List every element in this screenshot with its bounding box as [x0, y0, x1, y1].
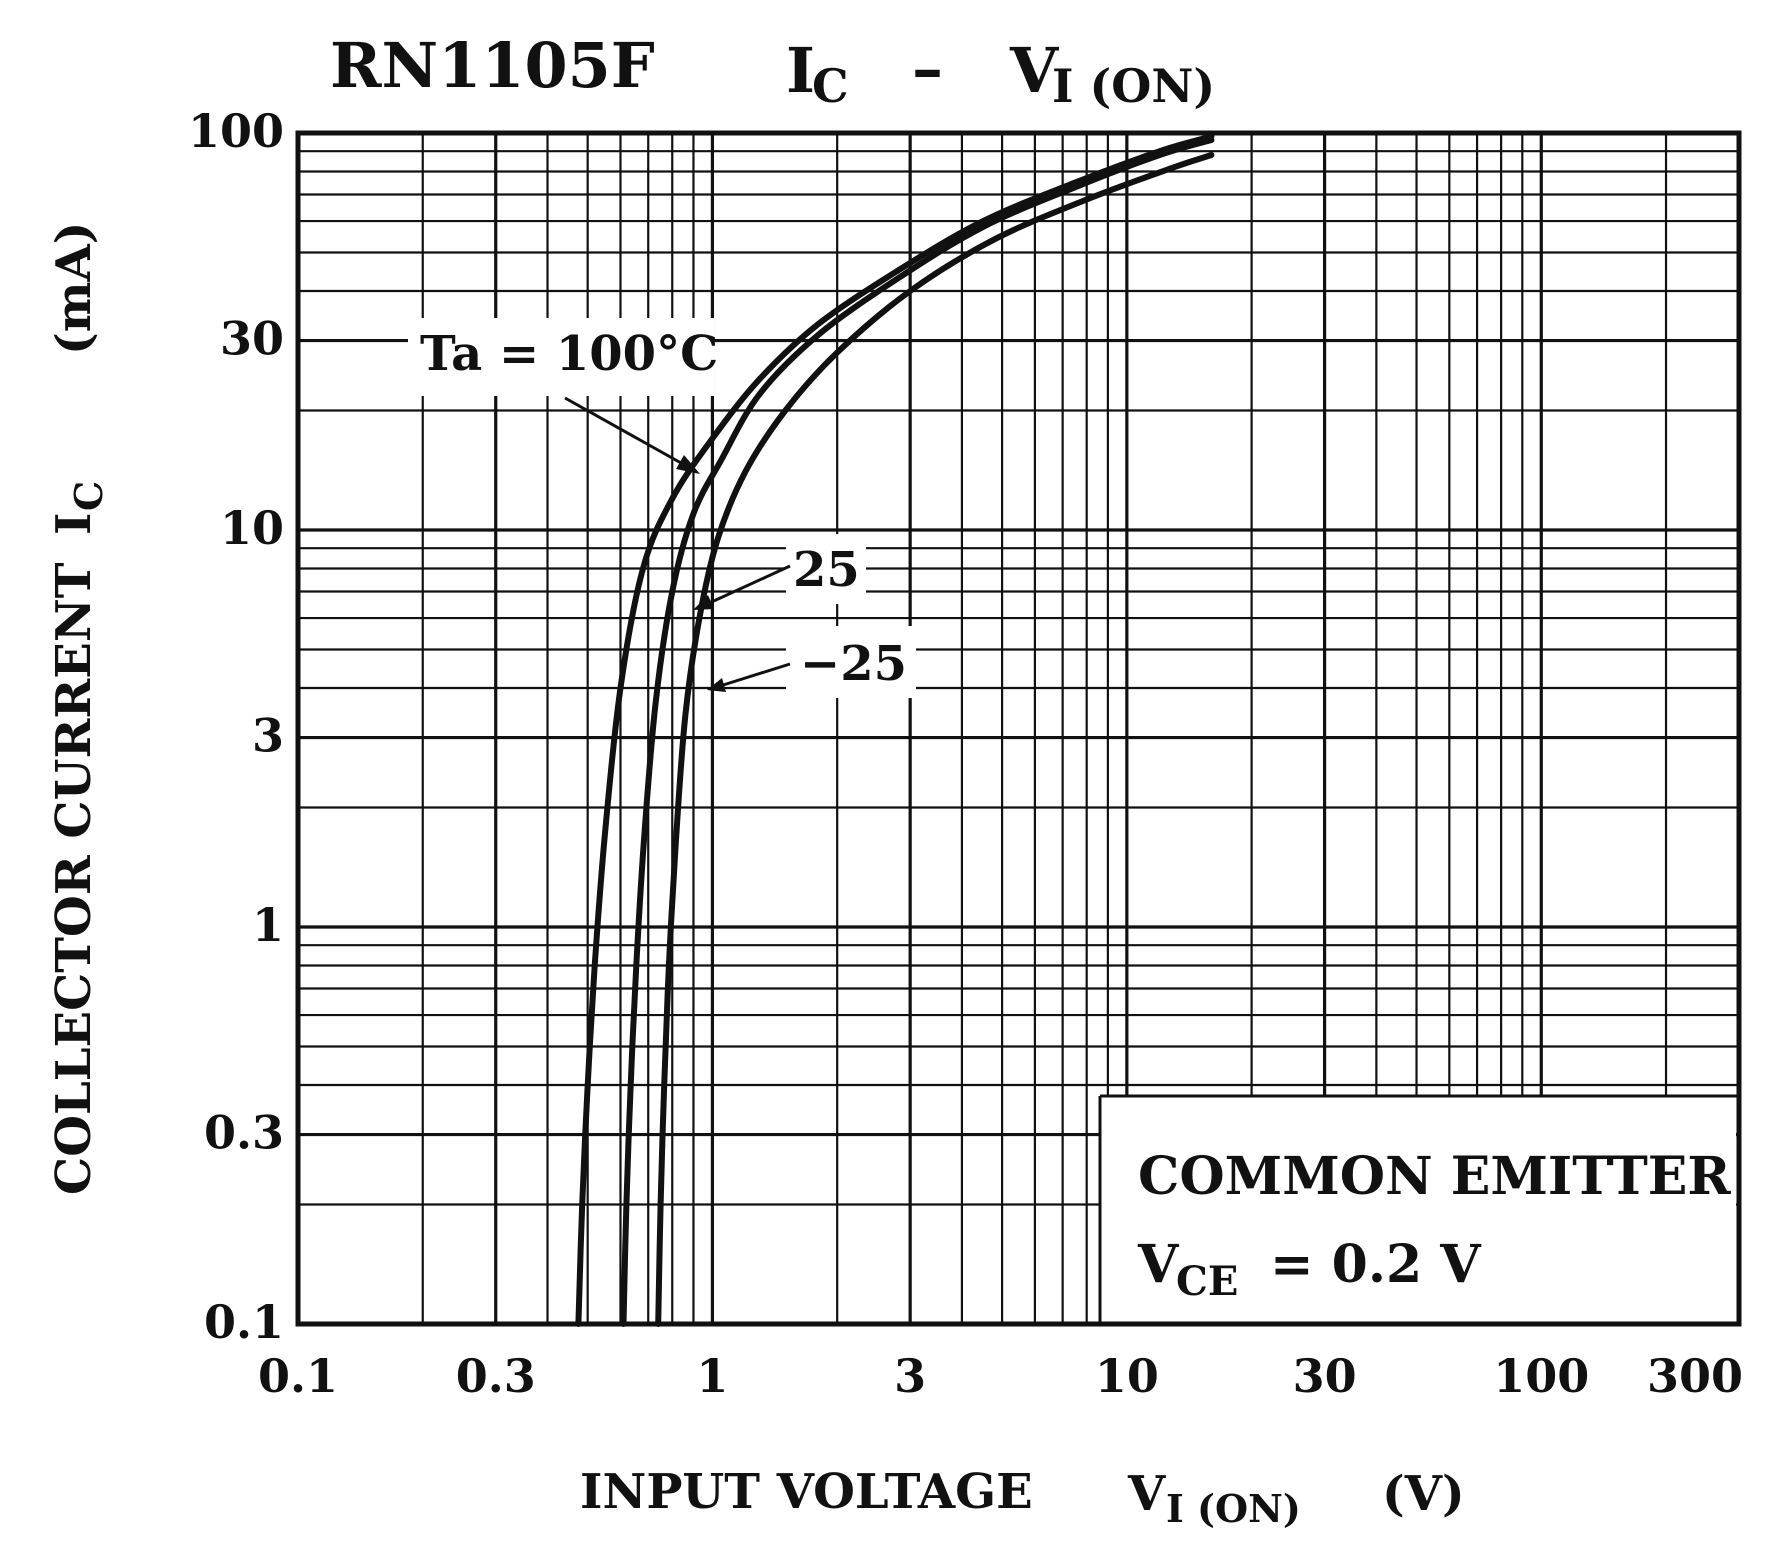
x-tick-label: 1: [696, 1349, 728, 1403]
x-axis-label-subscript: I (ON): [1166, 1486, 1301, 1531]
y-tick-label: 0.3: [204, 1106, 284, 1160]
chart-title-ic-sub: C: [812, 59, 849, 113]
vce-value: = 0.2 V: [1270, 1234, 1482, 1295]
series-line-2: [655, 152, 1215, 1327]
series-group: [575, 133, 1215, 1327]
annotation-m25-arrowhead: [707, 678, 726, 692]
x-tick-label: 300: [1647, 1349, 1743, 1403]
chart-title-dash: –: [912, 32, 943, 105]
y-tick-label: 3: [252, 709, 284, 763]
y-axis-label-subscript: C: [66, 481, 111, 511]
annotation-ta-100-arrowhead: [676, 455, 700, 474]
x-tick-label: 0.3: [456, 1349, 536, 1403]
common-emitter-label: COMMON EMITTER: [1138, 1146, 1731, 1207]
y-tick-label: 10: [220, 501, 284, 555]
chart-title-v-sub: I (ON): [1052, 59, 1215, 113]
x-tick-label: 100: [1493, 1349, 1589, 1403]
annotation-ta-100-arrow: [564, 396, 691, 470]
ta-label-background: [408, 318, 714, 396]
y-axis-label-symbol: I: [46, 513, 102, 535]
x-tick-labels: 0.1 0.3 1 3 10 30 100 300: [258, 1349, 1743, 1403]
series-line-0: [575, 133, 1215, 1327]
y-axis-label-unit: (mA): [46, 222, 102, 355]
y-tick-label: 100: [188, 104, 284, 158]
annotation-ta-100: Ta = 100°C: [420, 326, 718, 382]
plot-frame: [295, 130, 1742, 1327]
label-25-background: [786, 534, 866, 604]
chart-title-ic: I: [786, 34, 815, 107]
y-tick-label: 30: [220, 312, 284, 366]
y-axis-label-text: COLLECTOR CURRENT: [46, 562, 102, 1195]
x-axis-label-symbol: V: [1127, 1466, 1166, 1522]
annotation-m25: −25: [800, 636, 907, 692]
annotation-25-arrowhead: [693, 595, 714, 610]
x-tick-label: 0.1: [258, 1349, 338, 1403]
x-tick-label: 10: [1095, 1349, 1159, 1403]
y-tick-labels: 0.1 0.3 1 3 10 30 100: [188, 104, 284, 1349]
y-axis-label: COLLECTOR CURRENT I C (mA): [46, 222, 111, 1195]
annotation-m25-arrow: [719, 662, 791, 688]
annotation-25-arrow: [704, 564, 791, 607]
y-tick-label: 0.1: [204, 1295, 284, 1349]
y-tick-label: 1: [252, 898, 284, 952]
x-axis-label-text: INPUT VOLTAGE: [580, 1464, 1033, 1520]
x-tick-label: 3: [894, 1349, 926, 1403]
series-line-1: [620, 137, 1215, 1327]
chart-title-v: V: [1009, 34, 1059, 107]
vce-subscript: CE: [1176, 1258, 1238, 1305]
vce-symbol: V: [1137, 1234, 1180, 1295]
x-axis-label-unit: (V): [1382, 1466, 1465, 1522]
x-tick-label: 30: [1293, 1349, 1357, 1403]
chart-title-device: RN1105F: [330, 29, 655, 102]
label-m25-background: [786, 626, 916, 698]
annotation-25: 25: [793, 542, 860, 598]
legend-box: [1100, 1096, 1736, 1322]
